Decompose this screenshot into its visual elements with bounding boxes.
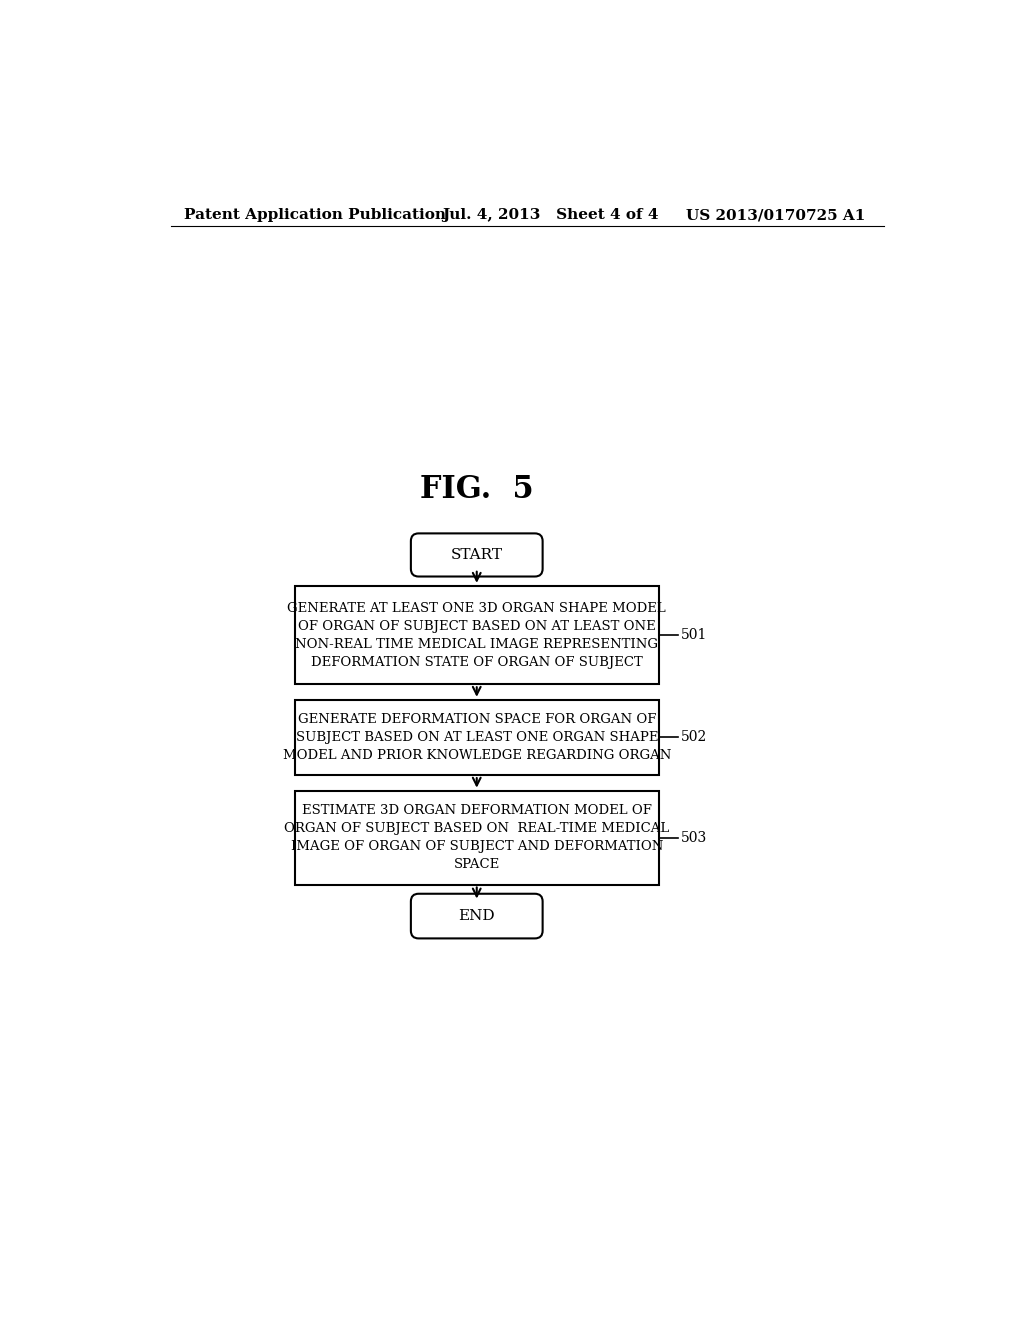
Text: FIG.  5: FIG. 5 bbox=[420, 474, 534, 506]
Text: GENERATE DEFORMATION SPACE FOR ORGAN OF
SUBJECT BASED ON AT LEAST ONE ORGAN SHAP: GENERATE DEFORMATION SPACE FOR ORGAN OF … bbox=[283, 713, 671, 762]
Text: US 2013/0170725 A1: US 2013/0170725 A1 bbox=[686, 209, 865, 223]
FancyBboxPatch shape bbox=[295, 791, 658, 884]
FancyBboxPatch shape bbox=[295, 700, 658, 775]
Text: Jul. 4, 2013   Sheet 4 of 4: Jul. 4, 2013 Sheet 4 of 4 bbox=[442, 209, 658, 223]
FancyBboxPatch shape bbox=[411, 894, 543, 939]
Text: GENERATE AT LEAST ONE 3D ORGAN SHAPE MODEL
OF ORGAN OF SUBJECT BASED ON AT LEAST: GENERATE AT LEAST ONE 3D ORGAN SHAPE MOD… bbox=[288, 602, 667, 668]
Text: 503: 503 bbox=[681, 830, 708, 845]
Text: END: END bbox=[459, 909, 495, 923]
Text: START: START bbox=[451, 548, 503, 562]
FancyBboxPatch shape bbox=[411, 533, 543, 577]
FancyBboxPatch shape bbox=[295, 586, 658, 684]
Text: ESTIMATE 3D ORGAN DEFORMATION MODEL OF
ORGAN OF SUBJECT BASED ON  REAL-TIME MEDI: ESTIMATE 3D ORGAN DEFORMATION MODEL OF O… bbox=[284, 804, 670, 871]
Text: Patent Application Publication: Patent Application Publication bbox=[183, 209, 445, 223]
Text: 501: 501 bbox=[681, 628, 708, 642]
Text: 502: 502 bbox=[681, 730, 708, 744]
